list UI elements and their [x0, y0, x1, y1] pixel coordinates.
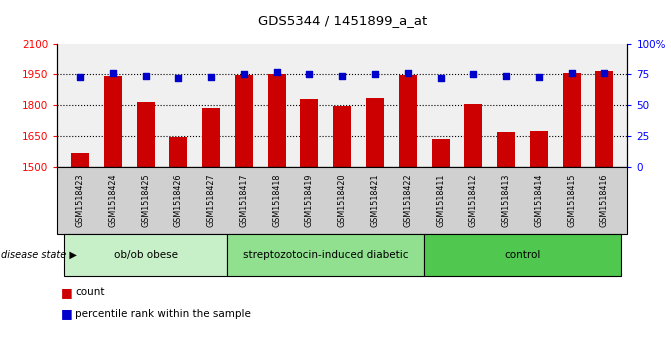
Text: ob/ob obese: ob/ob obese	[113, 250, 178, 260]
Bar	[104, 77, 121, 167]
Bar	[136, 102, 154, 167]
Text: GSM1518414: GSM1518414	[534, 174, 544, 227]
Text: GSM1518426: GSM1518426	[174, 174, 183, 227]
Point	[370, 72, 380, 77]
Point	[173, 75, 184, 81]
Point	[403, 70, 413, 76]
Text: GSM1518421: GSM1518421	[370, 174, 380, 227]
Text: GDS5344 / 1451899_a_at: GDS5344 / 1451899_a_at	[258, 15, 427, 28]
Point	[468, 72, 478, 77]
Point	[140, 73, 151, 78]
Text: GSM1518422: GSM1518422	[403, 174, 412, 227]
Text: ■: ■	[60, 286, 72, 299]
Text: GSM1518412: GSM1518412	[469, 174, 478, 227]
Bar	[431, 139, 450, 167]
Text: count: count	[75, 287, 105, 297]
Point	[435, 75, 446, 81]
Text: GSM1518420: GSM1518420	[338, 174, 347, 227]
Text: GSM1518418: GSM1518418	[272, 174, 281, 227]
Text: GSM1518424: GSM1518424	[108, 174, 117, 227]
Point	[107, 70, 118, 76]
Bar	[366, 98, 384, 167]
Text: GSM1518417: GSM1518417	[240, 174, 248, 227]
Text: GSM1518425: GSM1518425	[141, 174, 150, 227]
Text: ■: ■	[60, 307, 72, 321]
Bar	[268, 74, 286, 167]
Bar	[497, 132, 515, 167]
Bar	[301, 99, 319, 167]
Point	[271, 69, 282, 75]
Text: GSM1518423: GSM1518423	[75, 174, 85, 227]
Bar	[399, 76, 417, 167]
Point	[599, 70, 610, 76]
Bar	[595, 71, 613, 167]
Text: GSM1518427: GSM1518427	[207, 174, 215, 227]
Text: GSM1518411: GSM1518411	[436, 174, 445, 227]
Bar	[235, 76, 253, 167]
Text: GSM1518416: GSM1518416	[600, 174, 609, 227]
Text: GSM1518415: GSM1518415	[567, 174, 576, 227]
Text: streptozotocin-induced diabetic: streptozotocin-induced diabetic	[243, 250, 409, 260]
Text: GSM1518413: GSM1518413	[502, 174, 511, 227]
Bar	[530, 131, 548, 167]
Bar	[464, 103, 482, 167]
Text: disease state ▶: disease state ▶	[1, 250, 76, 260]
Point	[238, 72, 249, 77]
Bar	[71, 152, 89, 167]
Text: GSM1518419: GSM1518419	[305, 174, 314, 227]
Bar	[333, 106, 351, 167]
Point	[533, 74, 544, 80]
Point	[337, 73, 348, 78]
Bar	[563, 73, 580, 167]
Point	[566, 70, 577, 76]
Point	[304, 72, 315, 77]
Point	[501, 73, 511, 78]
Text: control: control	[505, 250, 541, 260]
Text: percentile rank within the sample: percentile rank within the sample	[75, 309, 251, 319]
Point	[206, 74, 217, 80]
Bar	[202, 108, 220, 167]
Point	[74, 74, 85, 80]
Bar	[169, 137, 187, 167]
